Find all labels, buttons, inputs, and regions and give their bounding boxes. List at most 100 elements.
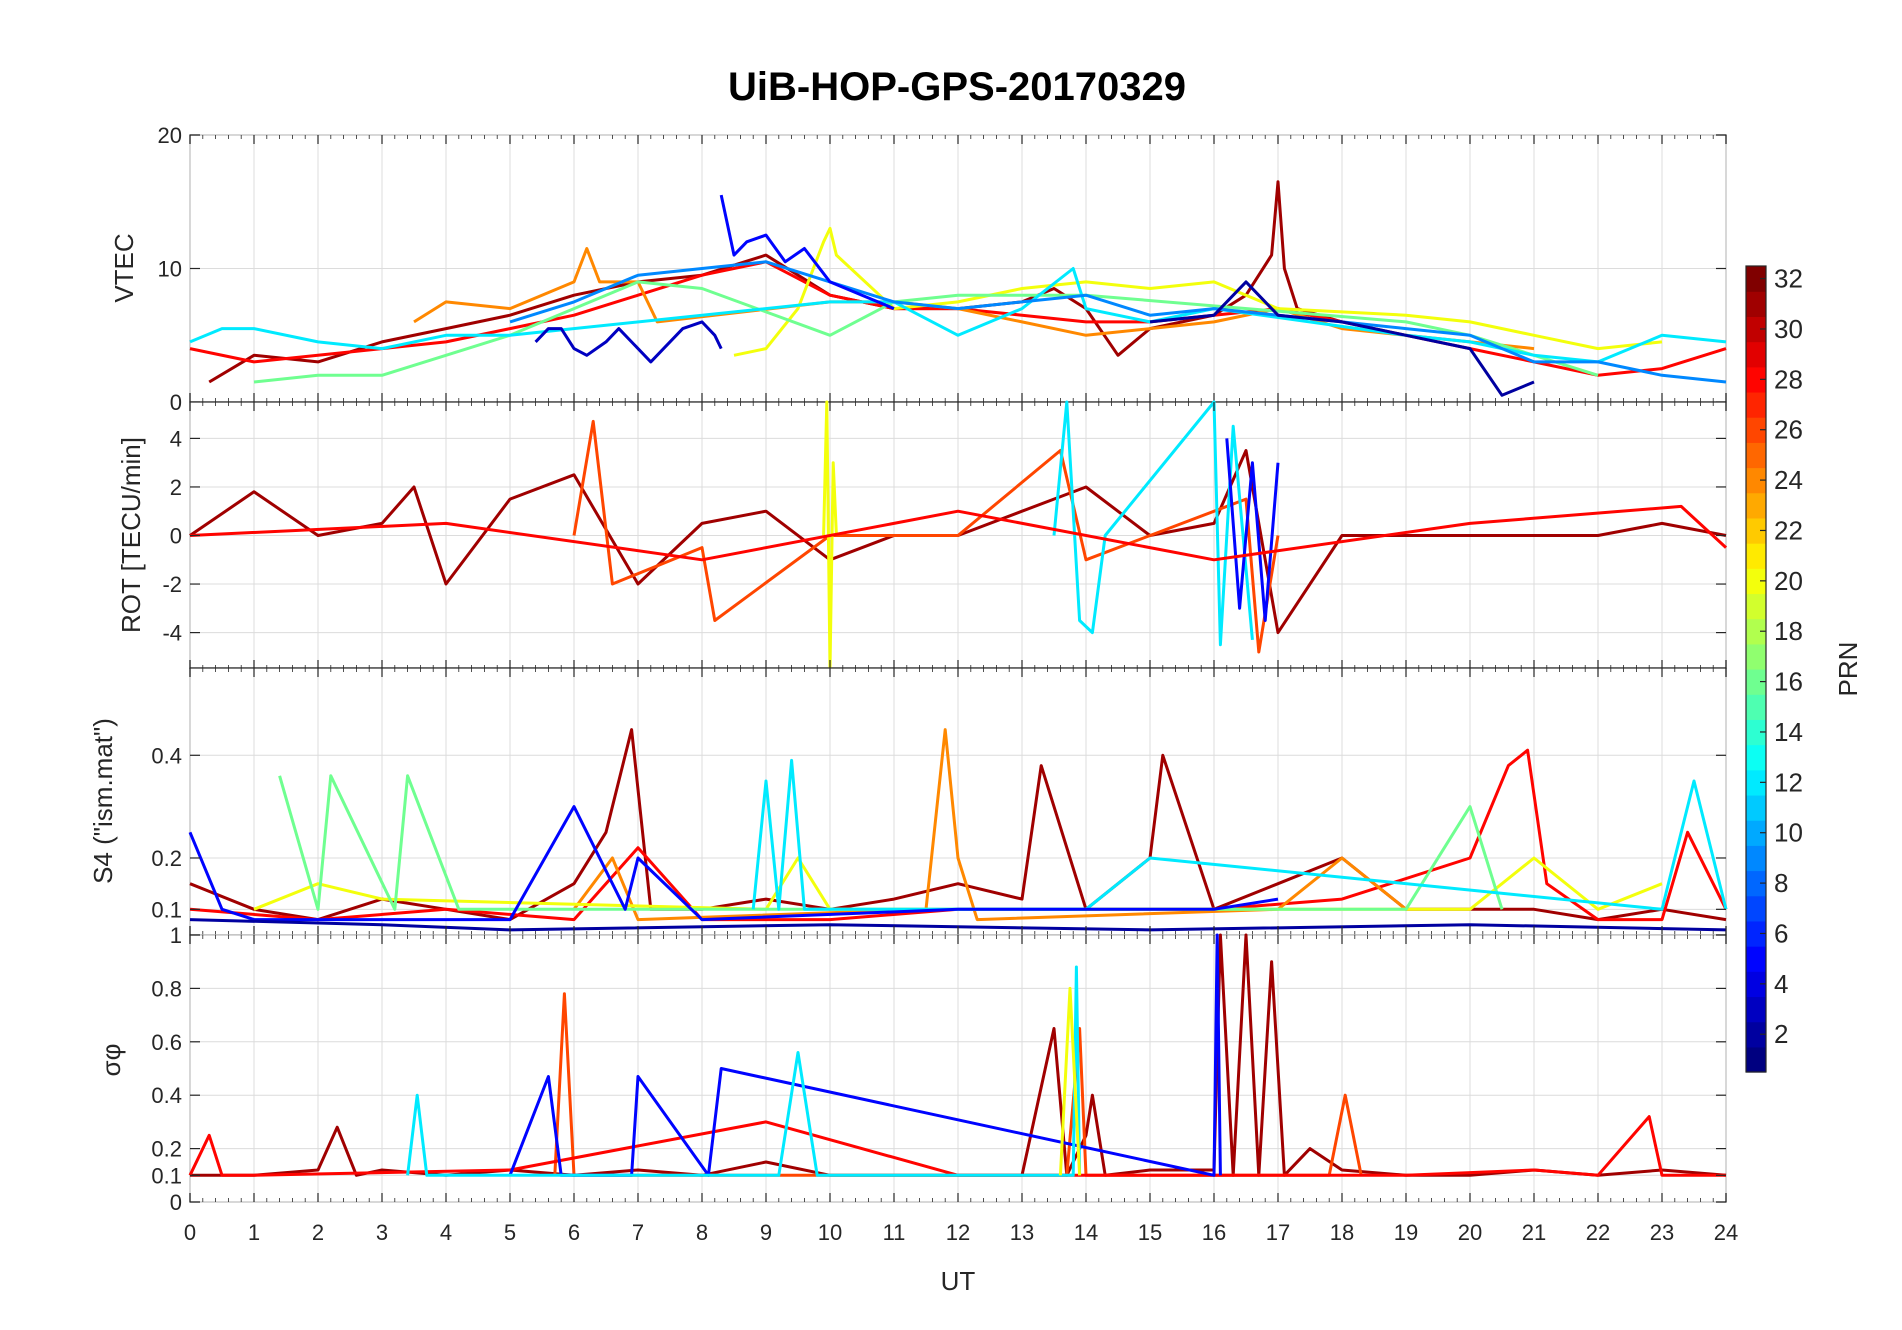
y-tick-label: 0 bbox=[170, 390, 182, 415]
colorbar-band bbox=[1746, 316, 1766, 343]
colorbar-band bbox=[1746, 744, 1766, 771]
colorbar-band bbox=[1746, 870, 1766, 897]
colorbar-band bbox=[1746, 543, 1766, 569]
series-line-prn-12 bbox=[406, 965, 1082, 1177]
colorbar-band bbox=[1746, 1046, 1766, 1073]
panel-vtec: 0 10 20 VTEC bbox=[109, 123, 1727, 415]
series-line-prn-28 bbox=[189, 504, 1728, 562]
colorbar-band bbox=[1746, 719, 1766, 746]
y-tick-label: 0 bbox=[170, 524, 182, 549]
sigma-phi-ylabel: σφ bbox=[96, 1044, 126, 1077]
s4-ylabel: S4 ("ism.mat") bbox=[88, 718, 118, 884]
colorbar-band bbox=[1746, 341, 1766, 368]
colorbar-tick-label: 8 bbox=[1774, 868, 1788, 898]
series-line-prn-12 bbox=[189, 267, 1727, 364]
series-line-prn-24 bbox=[572, 728, 1407, 922]
series-line-prn-20 bbox=[1058, 986, 1082, 1176]
panel-s4: 0.1 0.2 0.4 S4 ("ism.mat") bbox=[88, 667, 1728, 936]
x-tick-label: 10 bbox=[818, 1220, 842, 1245]
x-axis-title: UT bbox=[941, 1266, 976, 1296]
colorbar-tick-label: 16 bbox=[1774, 667, 1803, 697]
colorbar-band bbox=[1746, 366, 1766, 393]
y-tick-label: 10 bbox=[158, 257, 182, 282]
colorbar-band bbox=[1746, 971, 1766, 998]
colorbar-band bbox=[1746, 820, 1766, 846]
x-tick-label: 6 bbox=[568, 1220, 580, 1245]
chart-title: UiB-HOP-GPS-20170329 bbox=[728, 65, 1186, 109]
colorbar-label: PRN bbox=[1833, 642, 1863, 697]
x-tick-label: 7 bbox=[632, 1220, 644, 1245]
colorbar-tick-label: 26 bbox=[1774, 415, 1803, 445]
colorbar-tick-label: 2 bbox=[1774, 1019, 1788, 1049]
x-tick-label: 11 bbox=[883, 1220, 906, 1245]
colorbar-band bbox=[1746, 291, 1766, 317]
x-tick-label: 17 bbox=[1266, 1220, 1290, 1245]
x-tick-label: 9 bbox=[760, 1220, 772, 1245]
colorbar-band bbox=[1746, 794, 1766, 821]
colorbar-tick-label: 6 bbox=[1774, 918, 1788, 948]
colorbar-band bbox=[1746, 769, 1766, 796]
colorbar-tick-label: 14 bbox=[1774, 717, 1803, 747]
x-tick-label: 23 bbox=[1650, 1220, 1674, 1245]
colorbar-band bbox=[1746, 669, 1766, 695]
colorbar-band bbox=[1746, 492, 1766, 519]
y-tick-label: 0.2 bbox=[151, 846, 182, 871]
series-line-prn-5 bbox=[719, 194, 895, 310]
colorbar-band bbox=[1746, 845, 1766, 872]
panel-rot: -4 -2 0 2 4 ROT [TECU/min] bbox=[116, 400, 1728, 671]
series-line-prn-5 bbox=[1225, 438, 1280, 622]
colorbar-tick-label: 22 bbox=[1774, 515, 1803, 545]
colorbar-tick-label: 24 bbox=[1774, 465, 1803, 495]
series-line-prn-20 bbox=[253, 856, 1663, 911]
vtec-ylabel: VTEC bbox=[109, 233, 139, 302]
series-line-prn-5 bbox=[188, 805, 1279, 922]
colorbar-band bbox=[1746, 517, 1766, 544]
y-tick-label: 0 bbox=[170, 1190, 182, 1215]
series-line-prn-9 bbox=[509, 260, 1727, 384]
colorbar-band bbox=[1746, 618, 1766, 645]
colorbar-tick-label: 30 bbox=[1774, 314, 1803, 344]
x-tick-label: 18 bbox=[1330, 1220, 1354, 1245]
colorbar-tick-label: 28 bbox=[1774, 364, 1803, 394]
colorbar-band bbox=[1746, 996, 1766, 1023]
colorbar-band bbox=[1746, 568, 1766, 595]
x-tick-label: 4 bbox=[440, 1220, 452, 1245]
panel-sigma-phi: 00.10.2 0.4 0.6 0.8 1 σφ bbox=[96, 923, 1727, 1215]
y-tick-label: 0.2 bbox=[151, 1137, 182, 1162]
series-line-prn-16 bbox=[278, 774, 1504, 911]
colorbar-band bbox=[1746, 895, 1766, 922]
y-tick-label: -4 bbox=[162, 621, 182, 646]
colorbar-band bbox=[1746, 417, 1766, 443]
colorbar-band bbox=[1746, 946, 1766, 972]
series-line-prn-5 bbox=[508, 933, 1222, 1177]
x-tick-label: 3 bbox=[376, 1220, 388, 1245]
colorbar-band bbox=[1746, 694, 1766, 720]
colorbar-band bbox=[1746, 391, 1766, 418]
x-tick-label: 13 bbox=[1010, 1220, 1034, 1245]
y-tick-label: 4 bbox=[170, 426, 182, 451]
rot-ylabel: ROT [TECU/min] bbox=[116, 437, 146, 633]
colorbar-tick-label: 10 bbox=[1774, 818, 1803, 848]
x-tick-label: 15 bbox=[1138, 1220, 1162, 1245]
colorbar-tick-label: 32 bbox=[1774, 264, 1803, 294]
series-line-prn-12 bbox=[751, 758, 1728, 911]
colorbar-band bbox=[1746, 266, 1766, 292]
x-tick-label: 0 bbox=[184, 1220, 196, 1245]
colorbar-tick-label: 18 bbox=[1774, 616, 1803, 646]
y-tick-label: -2 bbox=[162, 572, 182, 597]
y-tick-label: 0.8 bbox=[151, 976, 182, 1001]
colorbar-tick-label: 12 bbox=[1774, 767, 1803, 797]
series-line-prn-12 bbox=[1052, 400, 1254, 647]
colorbar-band bbox=[1746, 1021, 1766, 1048]
series-line-prn-2 bbox=[189, 918, 1727, 932]
x-tick-label: 8 bbox=[696, 1220, 708, 1245]
x-tick-label: 24 bbox=[1714, 1220, 1738, 1245]
series-line-prn-3 bbox=[534, 320, 723, 364]
x-axis-labels: 0 1 2 3 4 5 6 7 8 9 10 11 12 13 14 15 16 17 18 19 20 21 22 23 24 bbox=[184, 1220, 1738, 1245]
y-tick-label: 0.4 bbox=[151, 743, 182, 768]
colorbar-band bbox=[1746, 467, 1766, 494]
colorbar-band bbox=[1746, 643, 1766, 670]
y-tick-label: 1 bbox=[170, 923, 182, 948]
x-tick-label: 14 bbox=[1074, 1220, 1098, 1245]
